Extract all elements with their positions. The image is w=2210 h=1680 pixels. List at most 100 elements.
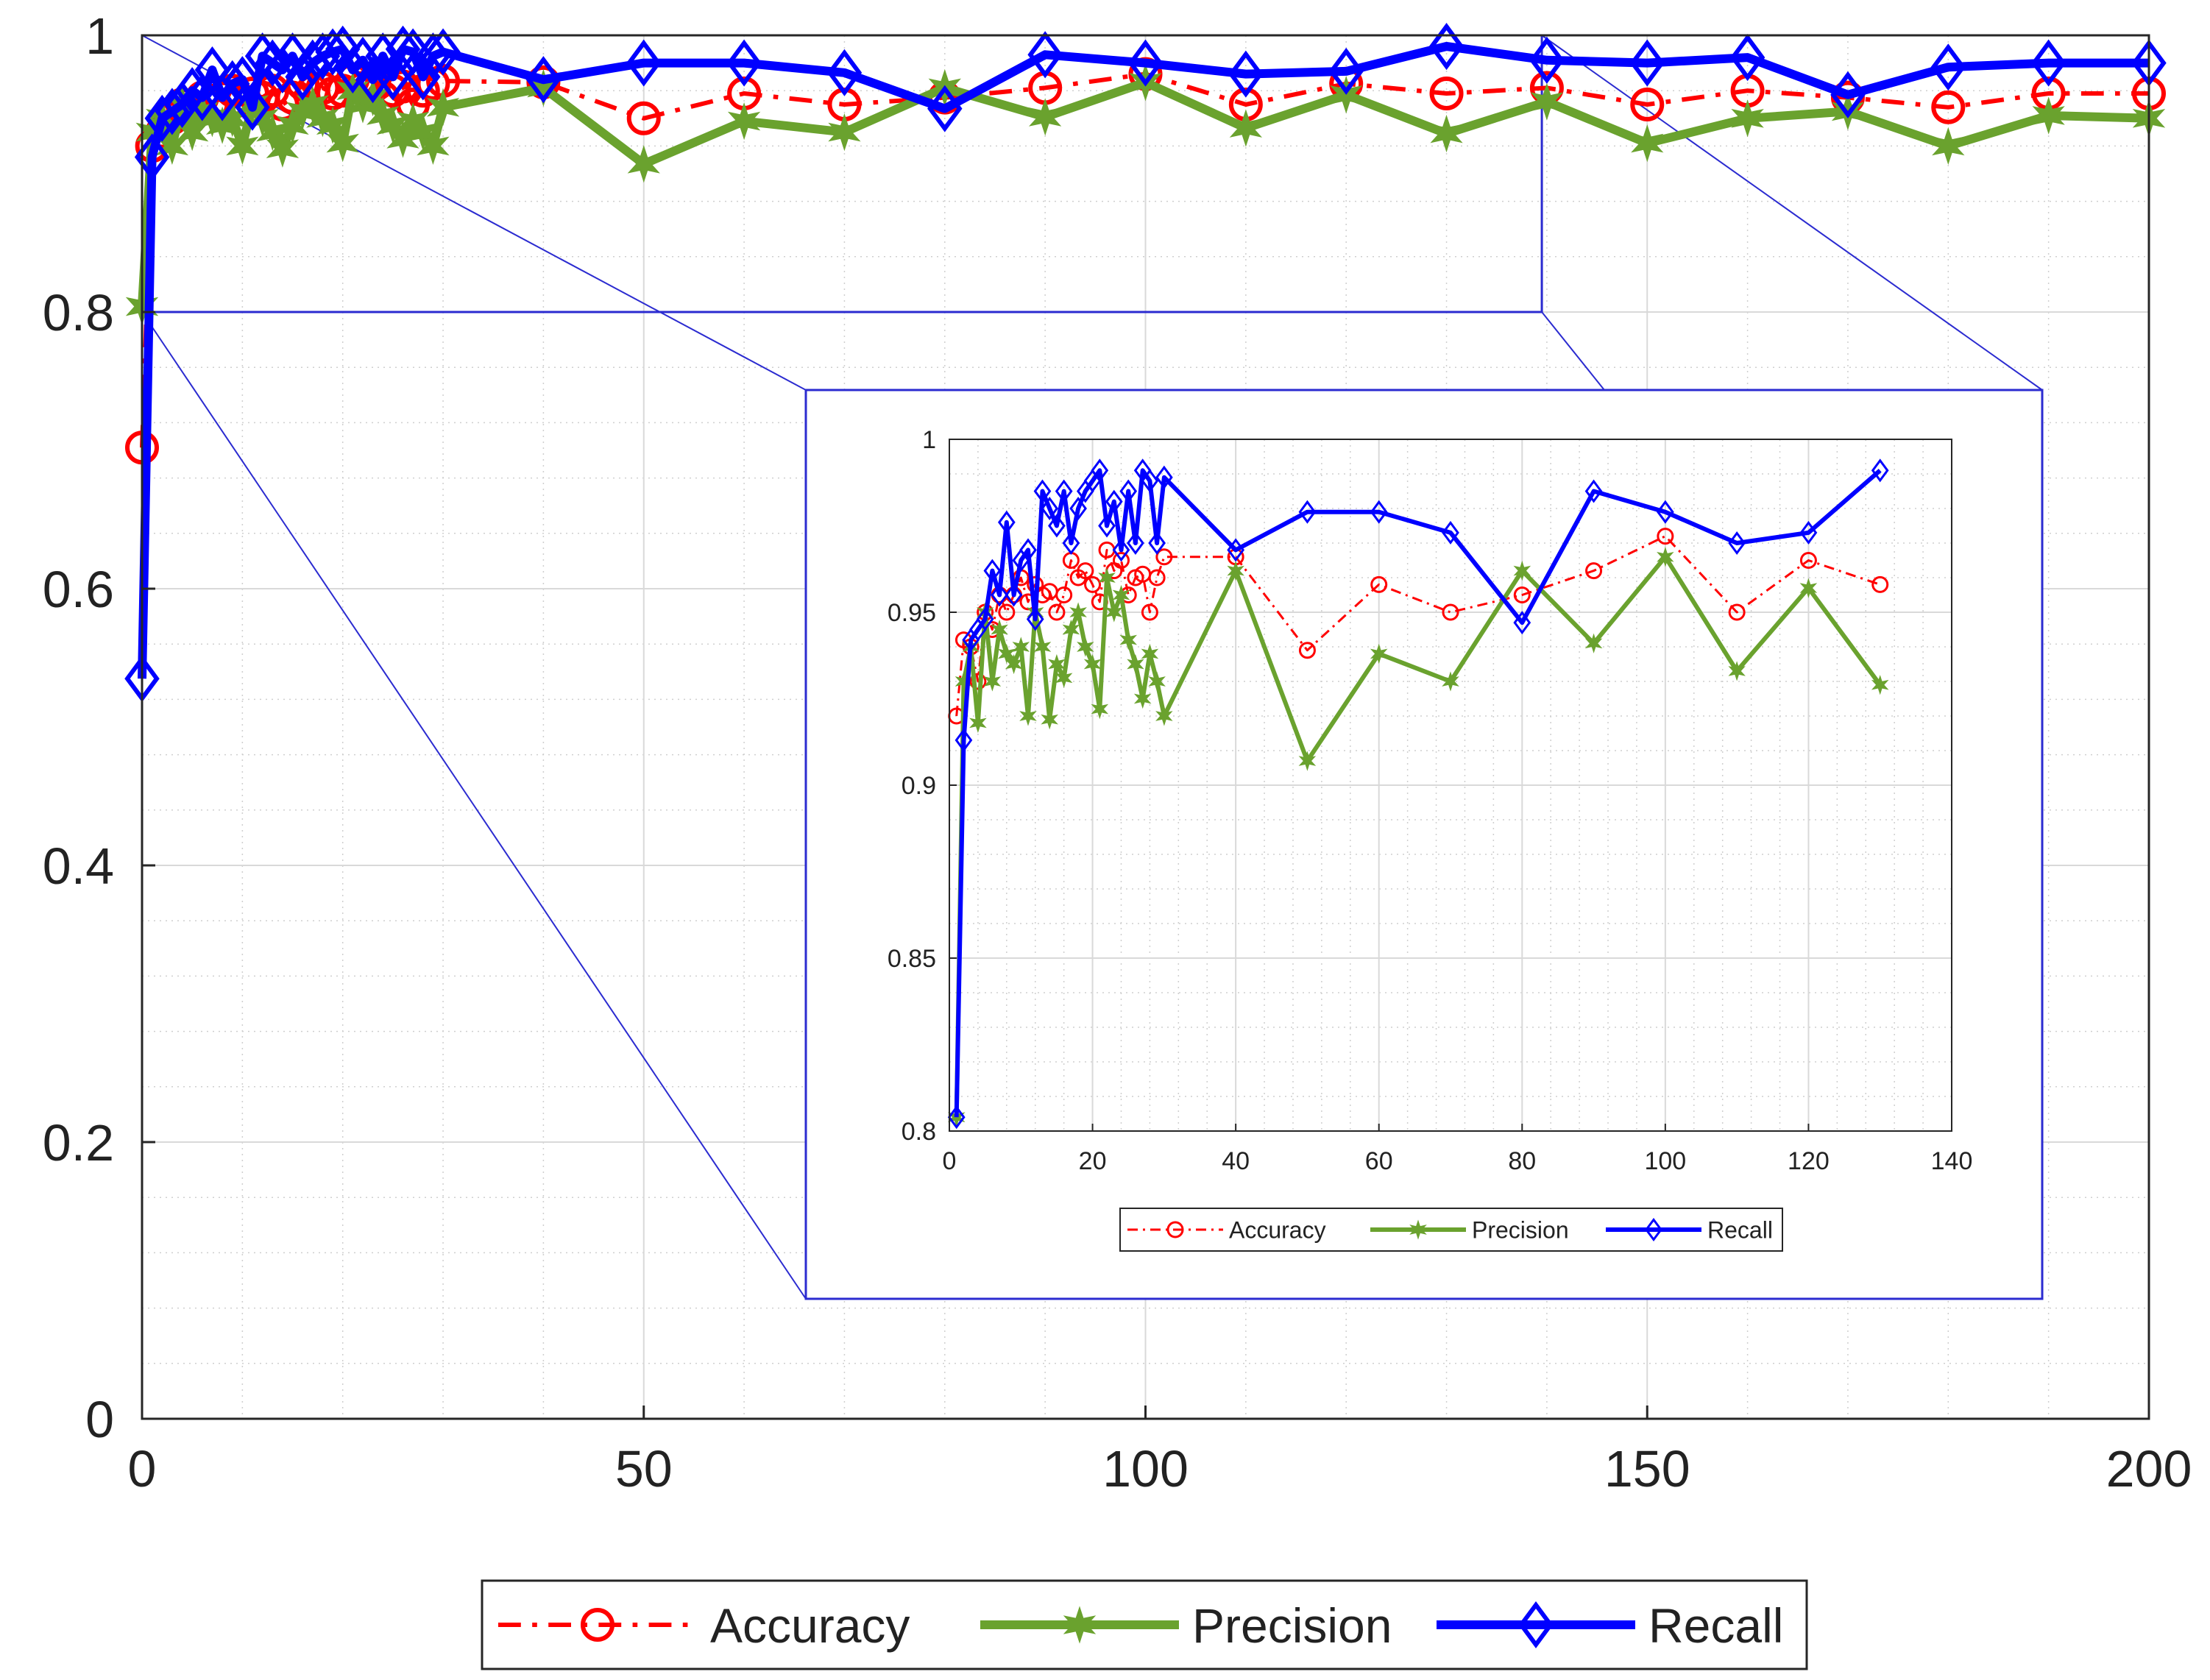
inset-point-recall (955, 728, 973, 752)
inset-point-precision (969, 712, 987, 734)
inset-point-recall (1033, 479, 1052, 503)
main-point-precision (426, 88, 460, 127)
inset-point-recall (1227, 538, 1245, 562)
main-point-recall (826, 49, 863, 96)
main-y-tick-label: 0 (85, 1391, 114, 1448)
main-x-tick-label: 150 (1604, 1440, 1690, 1498)
main-point-accuracy (1429, 76, 1464, 110)
inset-point-precision (1083, 653, 1102, 675)
inset-legend-item-precision: Precision (1370, 1217, 1569, 1244)
inset-point-precision (1799, 578, 1818, 598)
main-legend-label-accuracy: Accuracy (710, 1598, 910, 1653)
inset-point-accuracy (1048, 603, 1066, 621)
inset-legend-item-recall: Recall (1606, 1217, 1773, 1244)
main-y-tick-label: 0.2 (43, 1114, 114, 1172)
inset-point-precision (997, 643, 1016, 664)
inset-point-precision (1871, 675, 1889, 695)
main-point-recall (726, 39, 762, 87)
main-point-recall (1830, 71, 1866, 118)
main-y-tick-label: 1 (85, 7, 114, 65)
main-point-recall (1027, 31, 1063, 79)
inset-point-precision (1077, 637, 1094, 657)
main-point-accuracy (1630, 88, 1665, 121)
inset-point-accuracy (1370, 575, 1388, 593)
main-point-recall (1729, 34, 1765, 82)
inset-point-recall (1112, 538, 1130, 562)
inset-point-precision (1112, 584, 1130, 606)
inset-point-precision (1012, 637, 1030, 657)
main-point-precision (1430, 114, 1463, 153)
inset-point-recall (1871, 458, 1889, 483)
main-point-precision (1932, 127, 1965, 166)
main-point-recall (415, 32, 451, 80)
inset-y-tick-label: 1 (922, 426, 936, 454)
inset-point-precision (1098, 567, 1116, 588)
main-point-recall (275, 32, 311, 80)
inset-point-precision (955, 671, 973, 692)
main-point-recall (2030, 39, 2066, 87)
inset-line-accuracy (955, 535, 1881, 717)
inset-series-precision (947, 547, 1889, 1127)
main-point-recall (214, 60, 250, 107)
inset-point-precision (1442, 671, 1459, 692)
main-point-recall (1428, 22, 1465, 71)
main-point-recall (1127, 39, 1164, 87)
inset-point-recall (1098, 514, 1116, 538)
main-point-precision (2032, 96, 2065, 135)
main-point-precision (1731, 99, 1764, 138)
main-point-recall (1930, 43, 1966, 91)
inset-point-precision (1091, 698, 1109, 720)
inset-series-accuracy (948, 528, 1889, 725)
main-point-recall (155, 88, 190, 135)
main-point-precision (226, 127, 259, 166)
main-point-precision (727, 102, 761, 141)
inset-point-accuracy (998, 603, 1016, 621)
inset-point-recall (1513, 611, 1531, 635)
inset-y-tick-label: 0.95 (888, 599, 936, 627)
main-legend-marker-precision (1063, 1606, 1097, 1644)
inset-point-recall (983, 559, 1002, 583)
main-x-tick-label: 50 (615, 1440, 673, 1498)
inset-point-recall (1069, 496, 1087, 521)
inset-point-precision (1105, 602, 1123, 623)
main-x-tick-label: 200 (2106, 1440, 2192, 1498)
main-point-recall (335, 46, 371, 94)
main-point-precision (417, 127, 450, 166)
zoom-connector-line (1541, 35, 2043, 391)
inset-point-recall (1148, 531, 1166, 556)
inset-point-precision (1033, 637, 1052, 657)
inset-point-recall (1584, 479, 1603, 503)
main-legend-item-accuracy: Accuracy (498, 1598, 910, 1653)
main-point-recall (205, 74, 240, 121)
main-point-recall (626, 39, 662, 87)
main-point-recall (285, 53, 320, 101)
inset-point-recall (1019, 538, 1037, 562)
zoom-connector-line (1541, 311, 1605, 391)
main-point-recall (927, 85, 963, 132)
main-point-recall (315, 28, 350, 76)
inset-legend: Accuracy Precision Recall (1119, 1208, 1783, 1252)
inset-point-accuracy (1513, 586, 1531, 603)
inset-legend-label-accuracy: Accuracy (1229, 1217, 1326, 1244)
inset-legend-item-accuracy: Accuracy (1127, 1217, 1326, 1244)
main-point-recall (525, 56, 562, 104)
main-legend-marker-accuracy (581, 1608, 615, 1642)
inset-point-recall (1155, 465, 1173, 489)
main-point-recall (1328, 47, 1364, 95)
main-series-recall (124, 22, 2167, 703)
main-point-precision (828, 113, 861, 152)
main-point-accuracy (626, 101, 661, 135)
inset-point-accuracy (1112, 552, 1130, 569)
main-point-precision (266, 130, 300, 168)
main-point-recall (1629, 39, 1665, 87)
main-legend-item-recall: Recall (1437, 1598, 1783, 1653)
inset-y-tick-label: 0.9 (902, 772, 936, 800)
inset-point-accuracy (1148, 569, 1166, 586)
inset-point-recall (997, 510, 1016, 534)
inset-point-accuracy (1442, 603, 1459, 621)
inset-point-precision (1041, 709, 1059, 730)
inset-x-tick-label: 80 (1508, 1147, 1536, 1175)
main-point-recall (1529, 36, 1565, 84)
inset-point-accuracy (1728, 603, 1746, 621)
inset-series (947, 458, 1889, 1130)
